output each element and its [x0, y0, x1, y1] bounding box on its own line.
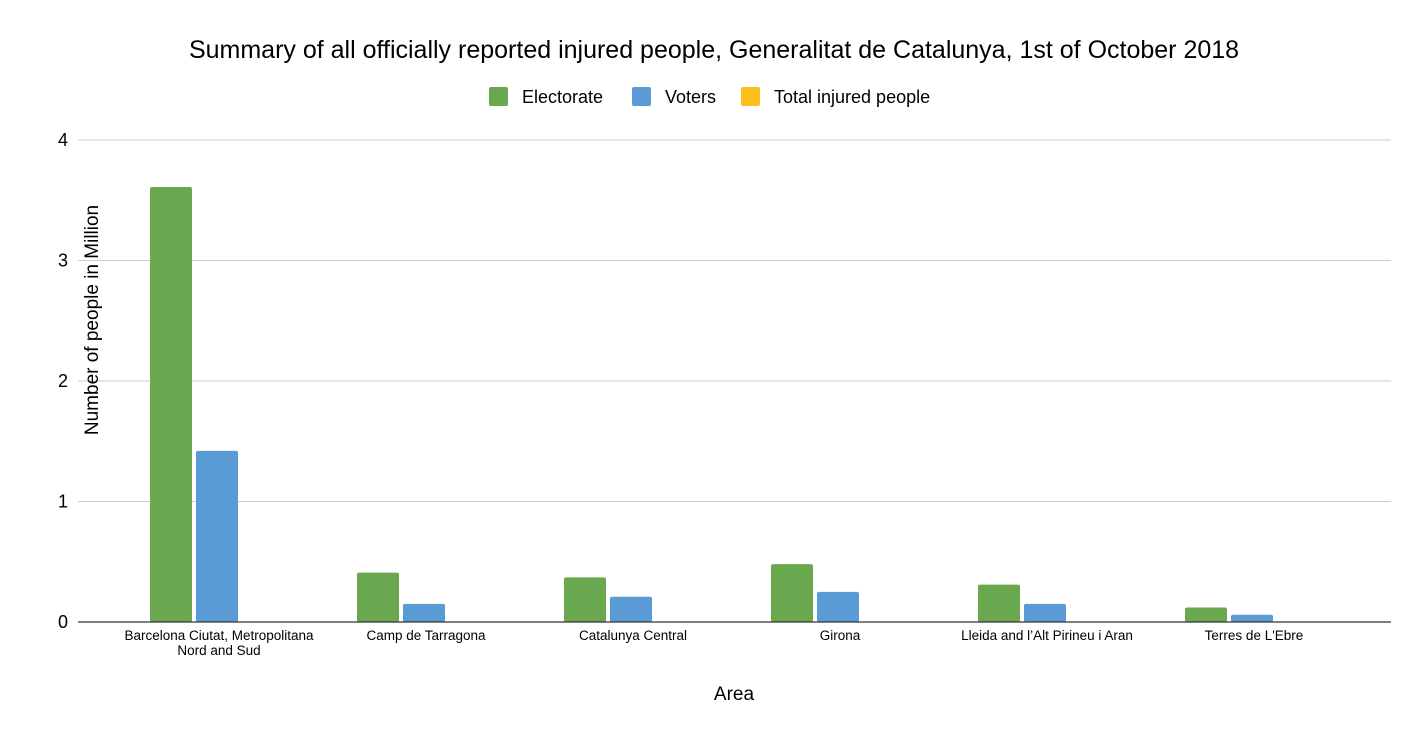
legend: Electorate Voters Total injured people — [489, 87, 930, 107]
x-axis-title: Area — [714, 684, 755, 705]
x-tick-label: Terres de L'Ebre — [1205, 628, 1304, 643]
y-tick-label: 2 — [58, 371, 68, 391]
y-tick-label: 3 — [58, 251, 68, 271]
bar-voters — [1231, 614, 1273, 622]
x-tick-label: Lleida and l’Alt Pirineu i Aran — [961, 628, 1133, 643]
bars — [150, 186, 1319, 622]
legend-label: Voters — [665, 87, 716, 107]
bar-electorate — [771, 564, 813, 622]
legend-label: Total injured people — [774, 87, 930, 107]
y-tick-label: 1 — [58, 492, 68, 512]
legend-swatch — [489, 87, 508, 106]
bar-electorate — [564, 577, 606, 622]
bar-voters — [1024, 603, 1066, 622]
y-axis-title: Number of people in Million — [82, 205, 103, 435]
bar-voters — [403, 603, 445, 622]
bar-electorate — [357, 572, 399, 622]
y-axis-ticks: 0 1 2 3 4 — [58, 130, 68, 632]
chart-title: Summary of all officially reported injur… — [189, 36, 1239, 64]
bar-electorate — [1185, 607, 1227, 622]
legend-swatch — [741, 87, 760, 106]
bar-voters — [196, 450, 238, 622]
bar-electorate — [978, 584, 1020, 622]
legend-label: Electorate — [522, 87, 603, 107]
x-tick-label: Nord and Sud — [177, 643, 260, 658]
x-tick-label: Camp de Tarragona — [366, 628, 486, 643]
x-tick-label: Catalunya Central — [579, 628, 687, 643]
x-tick-label: Barcelona Ciutat, Metropolitana — [124, 628, 314, 643]
bar-voters — [610, 596, 652, 622]
legend-swatch — [632, 87, 651, 106]
bar-voters — [817, 591, 859, 622]
gridlines — [78, 139, 1391, 502]
x-tick-label: Girona — [820, 628, 861, 643]
y-tick-label: 4 — [58, 130, 68, 150]
bar-electorate — [150, 186, 192, 622]
y-tick-label: 0 — [58, 612, 68, 632]
